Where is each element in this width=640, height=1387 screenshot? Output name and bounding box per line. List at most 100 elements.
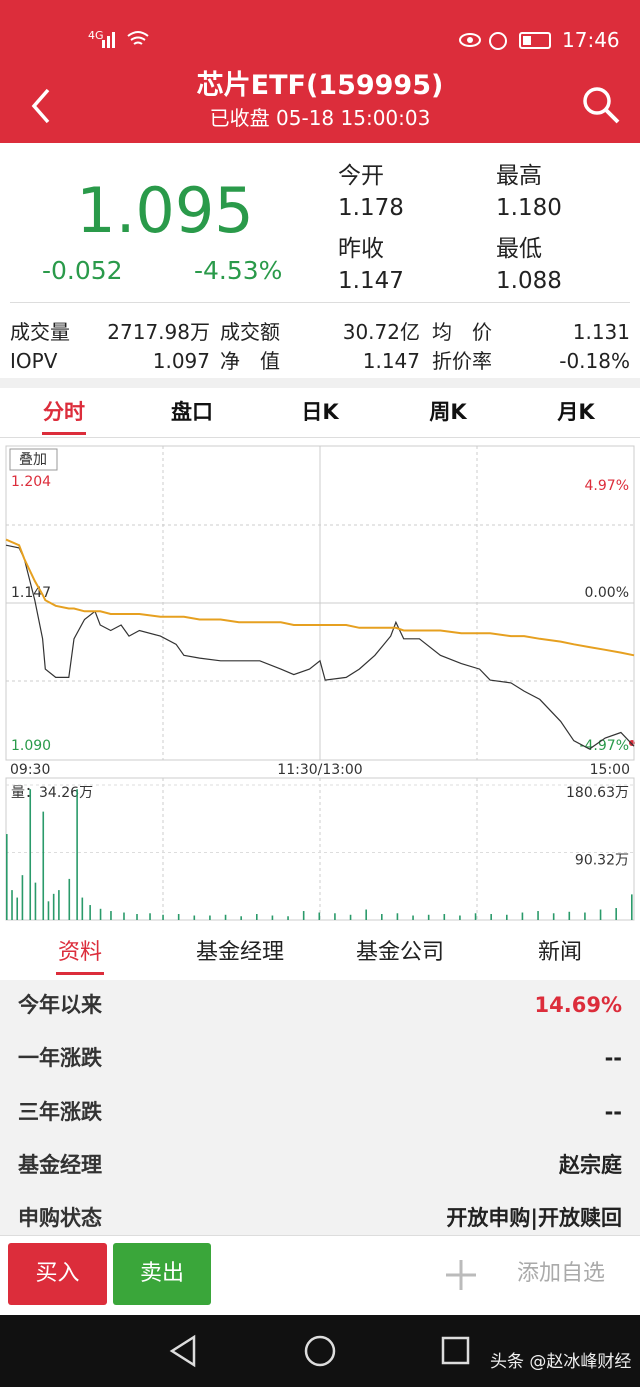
volume-bar <box>136 914 138 920</box>
y2-tick-label: 0.00% <box>585 585 629 601</box>
table-label: 净 值 <box>220 349 280 373</box>
watch-button[interactable]: 添加自选 <box>517 1261 606 1286</box>
table-label: 折价率 <box>432 349 492 373</box>
add-icon[interactable] <box>444 1258 478 1292</box>
volume-bar <box>16 897 19 920</box>
volume-bar <box>149 913 151 920</box>
nav-back[interactable] <box>169 1334 196 1368</box>
stat-value: 1.178 <box>338 195 404 221</box>
signal-icons <box>102 31 149 48</box>
chart-tab[interactable]: 分时 <box>43 400 85 424</box>
table-value: -0.18% <box>559 349 630 373</box>
info-panel <box>0 980 640 1235</box>
info-tab[interactable]: 资料 <box>57 940 102 965</box>
volume-bar <box>81 897 84 920</box>
info-tab[interactable]: 基金经理 <box>195 940 284 965</box>
nav-home[interactable] <box>304 1335 336 1367</box>
volume-bar <box>318 912 321 920</box>
info-tab[interactable]: 新闻 <box>537 940 582 965</box>
volume-bar <box>334 913 336 920</box>
chart-tab[interactable]: 月K <box>557 400 595 424</box>
volume-bar <box>209 915 211 920</box>
volume-bar <box>584 912 586 920</box>
series-line <box>5 538 635 657</box>
volume-bar <box>52 893 55 920</box>
volume-bar <box>89 905 91 920</box>
volume-bar <box>459 915 461 920</box>
volume-bar <box>177 914 180 920</box>
back-button[interactable] <box>26 86 56 126</box>
volume-bar <box>490 914 492 920</box>
stat-value: 1.180 <box>496 195 562 221</box>
volume-bar <box>349 914 352 920</box>
volume-bar <box>58 890 60 920</box>
nav-recent[interactable] <box>441 1336 470 1365</box>
volume-bar <box>271 915 274 920</box>
status-icons <box>459 32 551 50</box>
volume-bar <box>396 913 399 920</box>
volume-bar <box>427 914 430 920</box>
chart-tab[interactable]: 周K <box>429 400 467 424</box>
chart-tab[interactable]: 盘口 <box>171 400 213 424</box>
tab-underline <box>42 432 86 435</box>
volume-bar <box>42 811 45 920</box>
price: 1.095 <box>76 174 254 247</box>
buy-button[interactable]: 买入 <box>8 1243 107 1305</box>
volume-bar <box>11 890 13 920</box>
stat-label: 最低 <box>496 236 542 262</box>
info-value: -- <box>604 1099 622 1124</box>
info-value: -- <box>604 1046 622 1071</box>
volume-bar <box>162 914 164 920</box>
volume-bar <box>6 834 8 920</box>
volume-bar <box>568 911 571 920</box>
table-value: 2717.98万 <box>107 320 210 344</box>
y2-tick-label: 4.97% <box>585 478 629 494</box>
sell-button[interactable]: 卖出 <box>113 1243 211 1305</box>
overlay-label[interactable]: 叠加 <box>19 452 47 468</box>
volume-bar <box>224 914 227 920</box>
change: -0.052 <box>42 256 123 285</box>
y-tick-label: 90.32万 <box>575 852 629 868</box>
stat-label: 昨收 <box>338 236 384 262</box>
volume-bar <box>474 913 477 920</box>
search-button[interactable] <box>580 84 624 128</box>
volume-bar <box>506 914 508 920</box>
overlay-button[interactable] <box>9 448 58 471</box>
network: 4G <box>88 29 104 42</box>
volume-title: 量：34.26万 <box>11 785 93 801</box>
stat-label: 最高 <box>496 163 542 189</box>
tab-underline <box>56 972 104 975</box>
stat-label: 今开 <box>338 163 384 189</box>
volume-bar <box>68 878 71 920</box>
table-value: 1.131 <box>572 320 630 344</box>
volume-bar <box>34 882 37 920</box>
x-tick-label: 15:00 <box>590 762 630 778</box>
gap <box>0 378 640 388</box>
info-tab[interactable]: 基金公司 <box>355 940 444 965</box>
volume-bar <box>99 908 102 920</box>
divider <box>10 302 630 303</box>
chart-tab[interactable]: 日K <box>301 400 339 424</box>
volume-bar <box>287 916 289 920</box>
volume-bar <box>110 911 112 920</box>
volume-bar <box>21 875 24 920</box>
info-label: 申购状态 <box>18 1206 102 1231</box>
info-label: 基金经理 <box>18 1152 102 1177</box>
y-tick-label: 1.147 <box>11 585 51 601</box>
volume-bar <box>631 894 633 920</box>
x-tick-label: 11:30/13:00 <box>277 762 362 778</box>
subtitle: 已收盘 05-18 15:00:03 <box>209 106 431 130</box>
table-label: 均 价 <box>432 320 492 344</box>
y2-tick-label: -4.97% <box>579 738 629 754</box>
volume-bar <box>381 914 383 920</box>
series-line <box>5 544 635 750</box>
title: 芯片ETF(159995) <box>196 70 444 101</box>
volume-bar <box>29 789 32 920</box>
stat-value: 1.088 <box>496 268 562 294</box>
x-tick-label: 09:30 <box>10 762 50 778</box>
table-value: 30.72亿 <box>342 320 420 344</box>
volume-bar <box>443 914 446 920</box>
watermark: 头条 @赵冰峰财经 <box>490 1352 632 1372</box>
info-value: 赵宗庭 <box>559 1152 622 1177</box>
